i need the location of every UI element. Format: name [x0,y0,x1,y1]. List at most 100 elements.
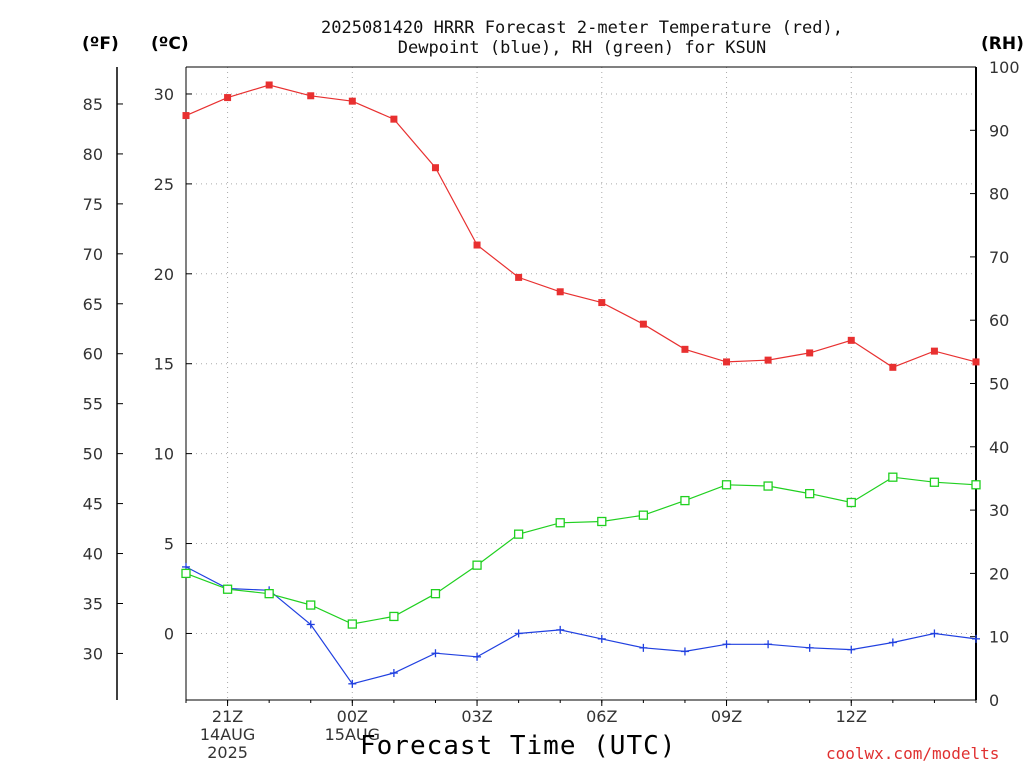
rh-point [181,568,191,579]
temperature-point [681,345,689,353]
rh-point [513,529,524,539]
rh-tick-label: 100 [989,58,1020,77]
fahrenheit-tick-label: 35 [83,594,103,613]
x-tick-label: 2025 [207,743,248,762]
credit-label: coolwx.com/modelts [826,744,1000,763]
fahrenheit-tick-label: 55 [83,395,103,414]
dewpoint-point [431,649,440,658]
dewpoint-point [597,634,606,643]
rh-unit-label: (RH) [981,34,1024,54]
rh-point [763,481,773,491]
temperature-point [764,356,772,364]
rh-point [929,477,940,487]
temperature-point [889,363,897,371]
rh-tick-label: 40 [989,438,1009,457]
dewpoint-point [805,643,814,652]
temperature-point [515,273,523,281]
rh-point [389,611,399,622]
fahrenheit-tick-label: 70 [83,245,103,264]
dewpoint-point [556,625,565,634]
x-tick-label: 06Z [586,707,617,726]
temperature-point [639,320,647,328]
celsius-tick-label: 30 [154,85,174,104]
temperature-point [556,288,564,296]
x-tick-label: 15AUG [325,725,380,744]
temperature-point [182,112,190,120]
rh-tick-label: 50 [989,375,1009,394]
x-tick-label: 14AUG [200,725,255,744]
dewpoint-point [306,620,315,629]
fahrenheit-unit-label: (ºF) [82,34,119,54]
temperature-point [972,358,980,366]
dewpoint-point [348,679,357,688]
fahrenheit-tick-label: 65 [83,295,103,314]
temperature-point [598,299,606,307]
series-line-2 [185,476,977,625]
rh-tick-label: 80 [989,185,1009,204]
rh-point [306,600,316,610]
rh-point [555,518,565,528]
rh-point [472,560,482,570]
temperature-point [806,349,814,357]
rh-tick-label: 20 [989,564,1009,583]
dewpoint-point [930,629,939,638]
fahrenheit-tick-label: 85 [83,95,103,114]
celsius-unit-label: (ºC) [151,34,189,54]
temperature-point [847,336,855,344]
celsius-tick-label: 15 [154,355,174,374]
dewpoint-point [680,647,689,656]
rh-tick-label: 10 [989,628,1009,647]
chart-title-line2: Dewpoint (blue), RH (green) for KSUN [397,38,767,58]
rh-tick-label: 30 [989,501,1009,520]
rh-point [680,495,690,506]
rh-tick-label: 90 [989,121,1009,140]
rh-point [430,589,441,599]
celsius-tick-label: 20 [154,265,174,284]
series-line-1 [185,566,977,685]
rh-point [888,472,898,482]
x-tick-label: 03Z [461,707,492,726]
rh-point [721,480,732,490]
fahrenheit-tick-label: 80 [83,145,103,164]
series-line-0 [185,84,977,368]
fahrenheit-tick-label: 50 [83,445,103,464]
temperature-point [348,97,356,105]
rh-point [971,480,981,490]
rh-point [264,589,274,599]
fahrenheit-tick-label: 30 [83,644,103,663]
dewpoint-point [389,669,398,678]
fahrenheit-tick-label: 75 [83,195,103,214]
dewpoint-point [473,652,482,661]
rh-point [222,584,233,594]
rh-tick-label: 0 [989,691,999,710]
x-axis-label: Forecast Time (UTC) [360,731,677,761]
fahrenheit-tick-label: 45 [83,495,103,514]
celsius-tick-label: 25 [154,175,174,194]
x-tick-label: 00Z [337,707,368,726]
rh-point [597,516,607,527]
temperature-point [473,241,481,249]
rh-point [347,619,357,629]
rh-tick-label: 60 [989,311,1009,330]
fahrenheit-tick-label: 60 [83,345,103,364]
x-tick-label: 12Z [836,707,867,726]
chart-title-line1: 2025081420 HRRR Forecast 2-meter Tempera… [321,18,843,38]
temperature-point [224,94,232,102]
temperature-point [307,92,315,100]
fahrenheit-tick-label: 40 [83,545,103,564]
temperature-point [265,81,273,89]
temperature-point [390,115,398,123]
dewpoint-point [514,629,523,638]
dewpoint-point [764,640,773,649]
x-tick-label: 09Z [711,707,742,726]
temperature-point [723,358,731,366]
rh-point [846,497,856,508]
dewpoint-point [972,634,980,643]
rh-point [638,510,649,520]
temperature-point [930,347,938,355]
celsius-tick-label: 5 [164,535,174,554]
dewpoint-point [847,645,856,654]
celsius-tick-label: 10 [154,445,174,464]
dewpoint-point [722,640,731,649]
